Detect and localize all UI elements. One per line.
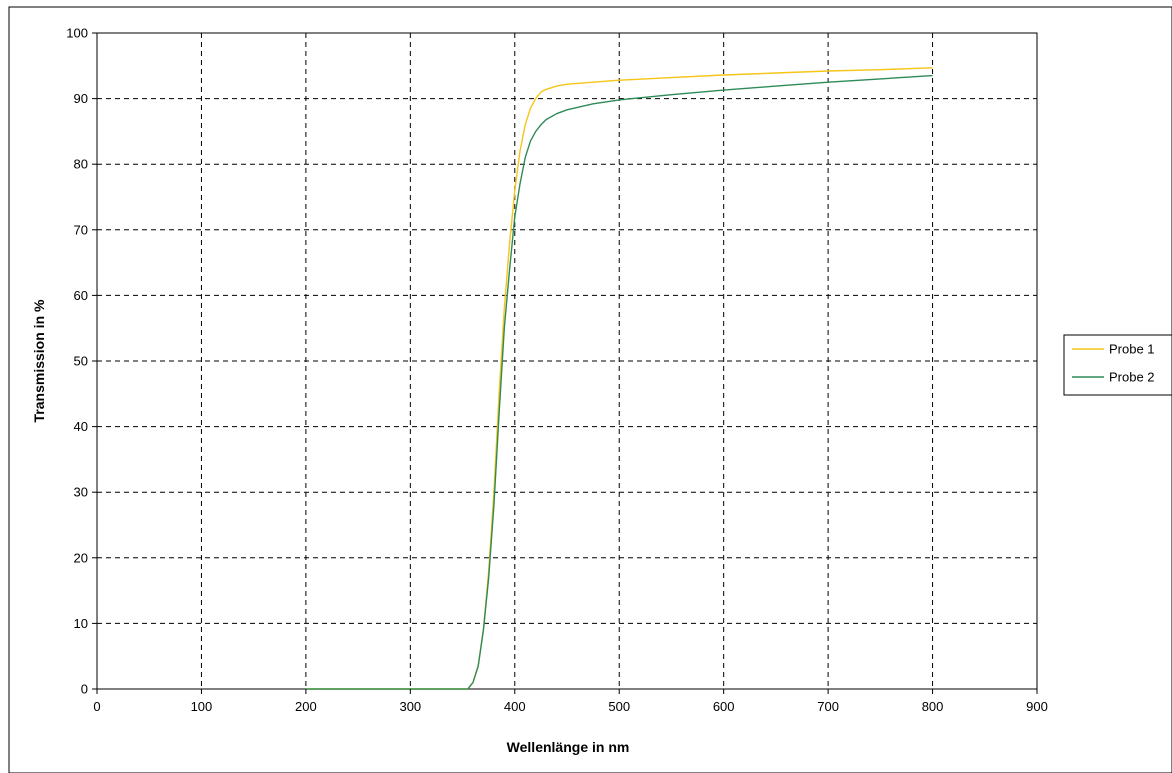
x-tick-label: 0: [93, 699, 100, 714]
y-tick-label: 100: [66, 26, 88, 41]
x-axis-ticks: 0 100 200 300 400 500 600 700 800 900: [93, 689, 1048, 714]
legend-label: Probe 1: [1109, 342, 1155, 357]
x-tick-label: 700: [817, 699, 839, 714]
x-tick-label: 800: [922, 699, 944, 714]
legend: Probe 1 Probe 2: [1063, 334, 1172, 396]
y-tick-label: 30: [74, 485, 88, 500]
chart-area-border: [8, 6, 1172, 773]
gridlines: [97, 33, 1037, 689]
y-tick-label: 90: [74, 91, 88, 106]
legend-label: Probe 2: [1109, 370, 1155, 385]
x-tick-label: 200: [295, 699, 317, 714]
y-tick-label: 50: [74, 354, 88, 369]
x-tick-label: 100: [191, 699, 213, 714]
y-axis-ticks: 0 10 20 30 40 50 60 70 80 90 100: [66, 26, 97, 697]
x-tick-label: 300: [399, 699, 421, 714]
series-lines: [305, 67, 933, 690]
x-tick-label: 900: [1026, 699, 1048, 714]
y-axis-title: Transmission in %: [31, 299, 47, 422]
y-tick-label: 0: [81, 682, 88, 697]
x-tick-label: 600: [713, 699, 735, 714]
x-tick-label: 500: [608, 699, 630, 714]
y-tick-label: 80: [74, 157, 88, 172]
y-tick-label: 70: [74, 222, 88, 237]
legend-box: [1063, 334, 1172, 396]
y-tick-label: 40: [74, 419, 88, 434]
y-tick-label: 20: [74, 550, 88, 565]
y-tick-label: 60: [74, 288, 88, 303]
y-tick-label: 10: [74, 616, 88, 631]
x-tick-label: 400: [504, 699, 526, 714]
x-axis-title: Wellenlänge in nm: [507, 739, 630, 755]
series-line-probe-2: [305, 74, 933, 690]
